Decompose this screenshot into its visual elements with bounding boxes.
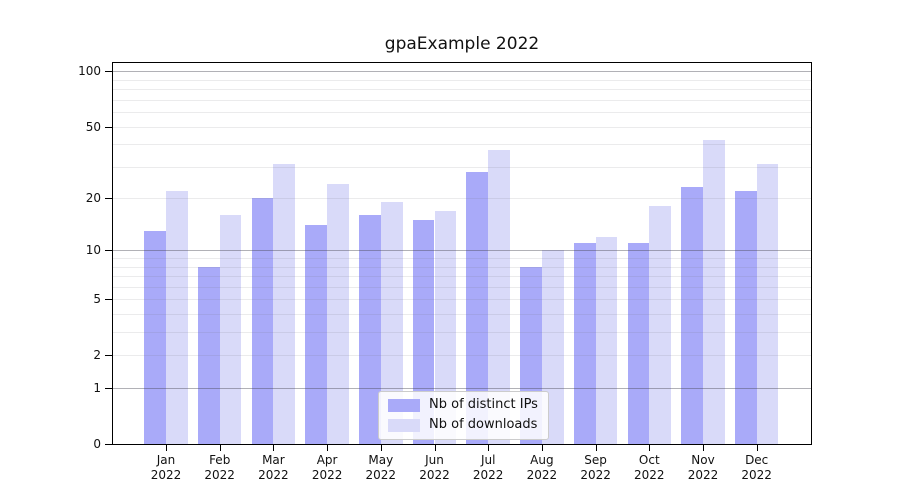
x-tick-sep-2022: [595, 445, 597, 451]
legend-label-nb-of-downloads: Nb of downloads: [429, 417, 538, 432]
gridline-minor-50: [113, 126, 811, 128]
y-tick-0: [105, 444, 112, 445]
series-nb-of-downloads: [113, 63, 811, 444]
legend-swatch-nb-of-downloads: [388, 418, 420, 432]
gridline-minor-20: [113, 198, 811, 200]
x-tick-jan-2022: [166, 445, 167, 451]
bar-nb-of-downloads-feb-2022: [219, 215, 242, 444]
legend-label-nb-of-distinct-ips: Nb of distinct IPs: [429, 397, 538, 412]
bar-nb-of-downloads-may-2022: [380, 202, 403, 444]
bar-nb-of-downloads-apr-2022: [327, 184, 349, 444]
bar-nb-of-downloads-jul-2022: [488, 150, 510, 444]
bar-nb-of-downloads-jun-2022: [434, 210, 457, 444]
gridline-major-10: [113, 250, 811, 252]
x-tick-label-may-2022: May 2022: [365, 453, 397, 482]
y-tick-2: [105, 355, 112, 357]
gridline-minor-2: [113, 355, 811, 357]
bar-nb-of-distinct-ips-mar-2022: [251, 198, 274, 444]
x-tick-label-oct-2022: Oct 2022: [634, 453, 665, 482]
bar-nb-of-distinct-ips-feb-2022: [197, 266, 220, 444]
plot-area: [112, 62, 812, 445]
x-tick-label-mar-2022: Mar 2022: [258, 453, 289, 482]
x-tick-label-aug-2022: Aug 2022: [526, 453, 558, 482]
bar-nb-of-downloads-dec-2022: [756, 164, 779, 444]
y-tick-label-50: 50: [85, 119, 101, 134]
gridline-minor-8: [113, 266, 811, 268]
y-tick-5: [105, 299, 112, 301]
y-tick-label-2: 2: [93, 348, 101, 363]
bar-nb-of-downloads-sep-2022: [595, 236, 618, 444]
gridline-major-1: [113, 388, 811, 390]
x-tick-label-apr-2022: Apr 2022: [311, 453, 343, 482]
x-tick-may-2022: [380, 445, 382, 451]
gridline-minor-5: [113, 299, 811, 301]
x-tick-feb-2022: [219, 445, 221, 451]
gridline-minor-70: [113, 99, 811, 101]
x-tick-dec-2022: [756, 445, 758, 451]
gridline-minor-30: [113, 166, 811, 168]
gridline-minor-4: [113, 314, 811, 316]
gridline-minor-80: [113, 89, 811, 91]
legend: Nb of distinct IPs Nb of downloads: [378, 391, 549, 440]
y-tick-10: [105, 250, 112, 252]
bar-nb-of-downloads-oct-2022: [649, 206, 672, 444]
x-tick-label-dec-2022: Dec 2022: [741, 453, 772, 482]
bar-nb-of-distinct-ips-jun-2022: [412, 220, 435, 444]
bar-nb-of-distinct-ips-sep-2022: [573, 243, 596, 444]
y-tick-label-20: 20: [85, 191, 101, 206]
x-tick-oct-2022: [649, 445, 651, 451]
x-tick-mar-2022: [273, 445, 275, 451]
y-tick-label-10: 10: [85, 243, 101, 258]
x-tick-label-feb-2022: Feb 2022: [204, 453, 235, 482]
bar-nb-of-distinct-ips-nov-2022: [681, 187, 703, 444]
gridline-major-100: [113, 71, 811, 73]
gridline-minor-3: [113, 332, 811, 334]
legend-swatch-nb-of-distinct-ips: [388, 398, 420, 412]
x-tick-label-jul-2022: Jul 2022: [472, 453, 504, 482]
x-tick-label-jun-2022: Jun 2022: [419, 453, 450, 482]
gridline-minor-40: [113, 144, 811, 146]
y-tick-label-5: 5: [93, 292, 101, 307]
y-tick-label-0: 0: [93, 437, 101, 451]
x-tick-nov-2022: [703, 445, 704, 451]
bar-nb-of-distinct-ips-oct-2022: [627, 243, 650, 444]
bar-nb-of-distinct-ips-jul-2022: [466, 172, 489, 444]
gridline-minor-7: [113, 276, 811, 278]
y-tick-1: [105, 388, 112, 390]
chart-title: gpaExample 2022: [384, 34, 540, 54]
bar-nb-of-distinct-ips-dec-2022: [734, 190, 757, 444]
legend-item-nb-of-distinct-ips: Nb of distinct IPs: [388, 397, 538, 413]
gridline-minor-6: [113, 286, 811, 288]
x-tick-label-jan-2022: Jan 2022: [150, 453, 182, 482]
bar-nb-of-distinct-ips-apr-2022: [305, 225, 328, 444]
x-tick-label-nov-2022: Nov 2022: [687, 453, 719, 482]
x-tick-apr-2022: [327, 445, 329, 451]
gridline-minor-60: [113, 112, 811, 114]
gridline-minor-90: [113, 79, 811, 81]
y-tick-20: [105, 198, 112, 200]
series-nb-of-distinct-ips: [113, 63, 811, 444]
y-tick-label-1: 1: [93, 381, 101, 396]
gridline-minor-9: [113, 258, 811, 260]
bar-nb-of-downloads-mar-2022: [273, 164, 296, 444]
x-tick-aug-2022: [541, 445, 543, 451]
x-tick-jul-2022: [488, 445, 490, 451]
y-tick-50: [105, 126, 112, 128]
bar-nb-of-downloads-nov-2022: [703, 140, 725, 444]
bar-nb-of-distinct-ips-may-2022: [359, 215, 381, 444]
y-tick-label-100: 100: [78, 64, 101, 79]
y-tick-100: [105, 71, 112, 73]
x-tick-jun-2022: [434, 445, 436, 451]
x-tick-label-sep-2022: Sep 2022: [580, 453, 611, 482]
bar-nb-of-downloads-jan-2022: [166, 190, 188, 444]
legend-item-nb-of-downloads: Nb of downloads: [388, 417, 538, 433]
bar-nb-of-distinct-ips-jan-2022: [144, 230, 166, 444]
